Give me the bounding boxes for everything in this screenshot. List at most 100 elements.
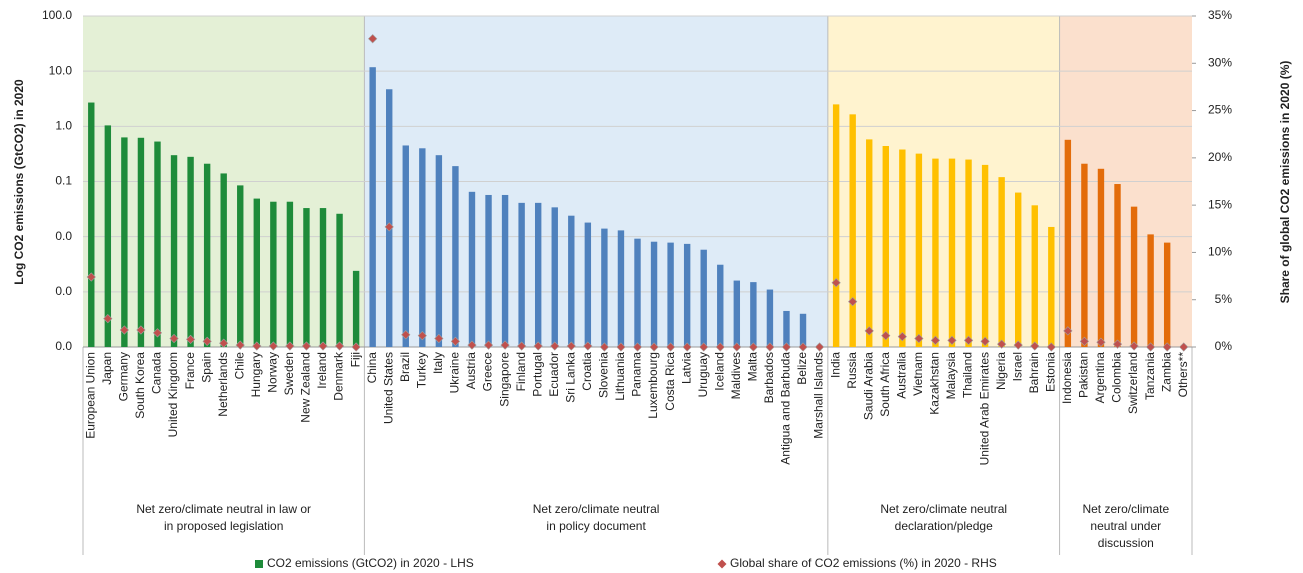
legend-label: CO2 emissions (GtCO2) in 2020 - LHS — [267, 556, 474, 570]
share-marker — [914, 333, 924, 344]
bar — [452, 166, 459, 347]
share-marker — [384, 222, 394, 232]
x-tick-label: Iceland — [712, 352, 726, 391]
x-tick-label: Latvia — [679, 352, 693, 384]
share-marker — [467, 340, 477, 350]
share-marker — [616, 342, 626, 352]
x-tick-label: Antigua and Barbuda — [779, 352, 793, 465]
x-tick-label: Russia — [845, 352, 859, 389]
share-marker — [368, 34, 378, 44]
share-marker — [334, 341, 345, 351]
share-marker — [318, 341, 328, 351]
bar — [88, 102, 95, 347]
x-tick-label: Italy — [431, 352, 445, 374]
x-tick-label: Malaysia — [944, 352, 958, 400]
share-marker — [781, 342, 792, 352]
x-tick-label: Denmark — [332, 351, 346, 401]
bar — [237, 185, 244, 347]
share-marker — [1162, 342, 1172, 352]
share-marker — [136, 325, 146, 335]
bar — [733, 280, 741, 347]
y2-tick-label: 5% — [1215, 292, 1233, 306]
share-marker — [219, 338, 229, 348]
y-tick-label: 0.0 — [55, 229, 72, 243]
share-marker — [285, 341, 295, 351]
x-tick-label: Maldives — [729, 352, 743, 399]
share-marker — [715, 342, 725, 352]
x-tick-label: Malta — [746, 352, 760, 382]
x-tick-label: New Zealand — [299, 352, 313, 423]
share-marker — [301, 341, 312, 351]
share-marker — [119, 325, 130, 335]
share-marker — [831, 278, 841, 288]
bar — [336, 213, 343, 347]
x-tick-label: Costa Rica — [663, 352, 677, 411]
share-marker — [202, 336, 212, 346]
share-marker — [185, 334, 196, 345]
share-marker — [434, 333, 444, 344]
x-tick-label: Turkey — [414, 352, 428, 388]
bar — [667, 242, 674, 347]
x-tick-label: Thailand — [961, 352, 975, 398]
x-tick-label: Hungary — [249, 352, 263, 397]
x-tick-label: Uruguay — [696, 352, 710, 397]
bar — [617, 230, 625, 347]
bar — [849, 114, 856, 347]
x-tick-label: Others** — [1176, 352, 1190, 398]
x-tick-label: United States — [381, 352, 395, 424]
x-tick-label: Ecuador — [547, 352, 561, 397]
bar — [1081, 163, 1088, 347]
x-tick-label: Slovenia — [597, 352, 611, 398]
share-marker — [930, 335, 941, 346]
x-tick-label: Saudi Arabia — [861, 352, 875, 420]
group-label: neutral under — [1090, 519, 1161, 533]
share-marker — [798, 342, 808, 352]
x-tick-label: Lithuania — [613, 352, 627, 401]
group-label: discussion — [1098, 536, 1154, 550]
bar — [154, 141, 161, 347]
y2-tick-label: 25% — [1208, 103, 1232, 117]
share-marker — [417, 331, 427, 341]
y-tick-label: 0.1 — [55, 174, 72, 188]
x-tick-label: Canada — [150, 352, 164, 394]
bar — [1130, 206, 1138, 347]
share-marker — [583, 341, 593, 351]
x-tick-label: Panama — [630, 352, 644, 397]
bar — [1015, 192, 1022, 347]
share-marker — [533, 341, 543, 351]
x-tick-label: European Union — [83, 352, 97, 439]
y-axis-title: Log CO2 emissions (GtCO2) in 2020 — [12, 79, 26, 285]
share-marker — [1179, 342, 1189, 352]
bar — [369, 67, 376, 348]
bar — [253, 198, 260, 347]
x-tick-label: South Africa — [878, 352, 892, 417]
bar — [104, 125, 112, 347]
bar — [534, 202, 542, 347]
share-marker — [1013, 340, 1023, 350]
share-marker — [517, 341, 527, 351]
share-marker — [566, 341, 576, 351]
group-label: Net zero/climate — [1082, 502, 1169, 516]
share-marker — [665, 342, 676, 352]
share-marker — [947, 335, 957, 346]
bar — [121, 137, 128, 347]
x-tick-label: Vietnam — [911, 352, 925, 396]
x-tick-label: United Arab Emirates — [977, 352, 991, 465]
bar — [683, 243, 691, 347]
share-marker — [963, 335, 974, 346]
bar — [832, 104, 840, 347]
bar — [717, 264, 724, 347]
share-marker — [864, 326, 874, 336]
share-marker — [814, 342, 825, 352]
y2-tick-label: 35% — [1208, 8, 1232, 22]
y-tick-label: 1.0 — [55, 119, 72, 133]
share-marker — [450, 336, 461, 346]
share-marker — [268, 341, 278, 351]
x-tick-label: Finland — [514, 352, 528, 391]
x-tick-label: Japan — [100, 352, 114, 385]
legend-label: Global share of CO2 emissions (%) in 202… — [730, 556, 997, 570]
x-tick-label: Barbados — [762, 352, 776, 403]
share-marker — [649, 342, 659, 352]
bar — [750, 282, 757, 347]
